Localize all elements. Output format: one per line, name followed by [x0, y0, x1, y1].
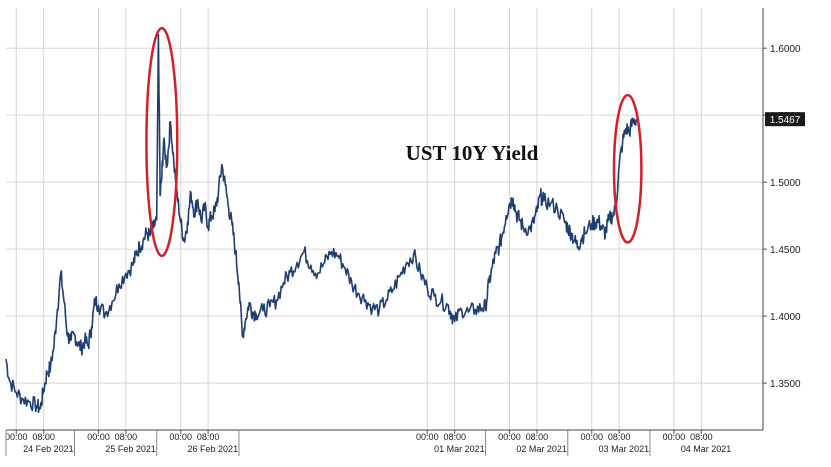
- x-tick-label: 00:00: [169, 432, 192, 442]
- y-tick-label: 1.4000: [770, 312, 801, 323]
- date-label: 25 Feb 2021: [105, 444, 156, 454]
- date-label: 02 Mar 2021: [516, 444, 567, 454]
- x-tick-label: 00:00: [5, 432, 28, 442]
- grid: [6, 8, 763, 430]
- x-tick-label: 00:00: [416, 432, 439, 442]
- x-tick-label: 08:00: [115, 432, 138, 442]
- y-tick-label: 1.3500: [770, 379, 801, 390]
- x-tick-label: 00:00: [663, 432, 686, 442]
- x-tick-label: 00:00: [87, 432, 110, 442]
- highlight-ellipse: [145, 26, 179, 258]
- x-tick-label: 00:00: [498, 432, 521, 442]
- last-value-label: 1.5467: [770, 115, 801, 126]
- last-value-box: [765, 112, 805, 127]
- x-tick-label: 08:00: [32, 432, 55, 442]
- highlight-ellipse: [612, 93, 643, 244]
- date-label: 01 Mar 2021: [434, 444, 485, 454]
- x-axis-ticks: 00:00 08:00 00:00 08:00 00:00 08:00 00:00 08:00…: [5, 430, 731, 456]
- date-label: 03 Mar 2021: [599, 444, 650, 454]
- chart-title: UST 10Y Yield: [406, 141, 539, 165]
- plot-frame: [6, 8, 764, 431]
- annotation-layer: [145, 26, 643, 258]
- series-layer: [5, 34, 638, 413]
- y-tick-label: 1.6000: [770, 44, 801, 55]
- yield-series-line: [5, 34, 638, 413]
- x-tick-label: 08:00: [526, 432, 549, 442]
- x-tick-label: 08:00: [690, 432, 713, 442]
- y-tick-label: 1.5000: [770, 178, 801, 189]
- date-label: 24 Feb 2021: [23, 444, 74, 454]
- x-tick-label: 00:00: [580, 432, 603, 442]
- x-tick-label: 08:00: [443, 432, 466, 442]
- date-label: 26 Feb 2021: [188, 444, 239, 454]
- y-tick-label: 1.4500: [770, 245, 801, 256]
- x-tick-label: 08:00: [608, 432, 631, 442]
- last-value-marker: 1.5467: [765, 112, 805, 127]
- date-label: 04 Mar 2021: [681, 444, 732, 454]
- x-tick-label: 08:00: [197, 432, 220, 442]
